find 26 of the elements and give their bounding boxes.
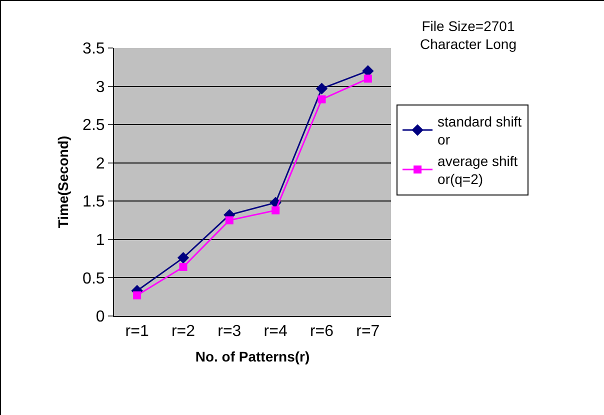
y-tick-label: 2.5 xyxy=(82,117,105,134)
point xyxy=(225,216,234,224)
y-tick-label: 1 xyxy=(96,232,105,250)
y-tick-label: 3 xyxy=(96,78,105,96)
point xyxy=(177,252,190,264)
y-tick-label: 2 xyxy=(96,155,105,172)
y-tick-label: 1.5 xyxy=(82,194,105,211)
y-tick-label: 0 xyxy=(96,308,105,326)
point xyxy=(316,82,328,94)
x-tick-label: r=4 xyxy=(264,323,288,340)
x-tick-label: r=7 xyxy=(356,323,380,340)
point xyxy=(272,206,280,214)
x-tick-label: r=6 xyxy=(310,323,334,340)
y-tick-label: 0.5 xyxy=(82,270,105,288)
x-axis-title: No. of Patterns(r) xyxy=(195,348,310,364)
x-tick-label: r=2 xyxy=(171,323,196,340)
x-tick-label: r=3 xyxy=(218,323,242,340)
text: File Size=2701 Character Long xyxy=(420,18,517,52)
point xyxy=(133,291,142,300)
y-axis-title: Time(Second) xyxy=(55,136,72,228)
point xyxy=(179,262,188,271)
x-tick-label: r=1 xyxy=(125,323,149,340)
point xyxy=(364,74,372,83)
point xyxy=(318,95,326,104)
legend-label: average shift or(q=2) xyxy=(438,152,518,187)
y-tick-label: 3.5 xyxy=(82,40,105,58)
